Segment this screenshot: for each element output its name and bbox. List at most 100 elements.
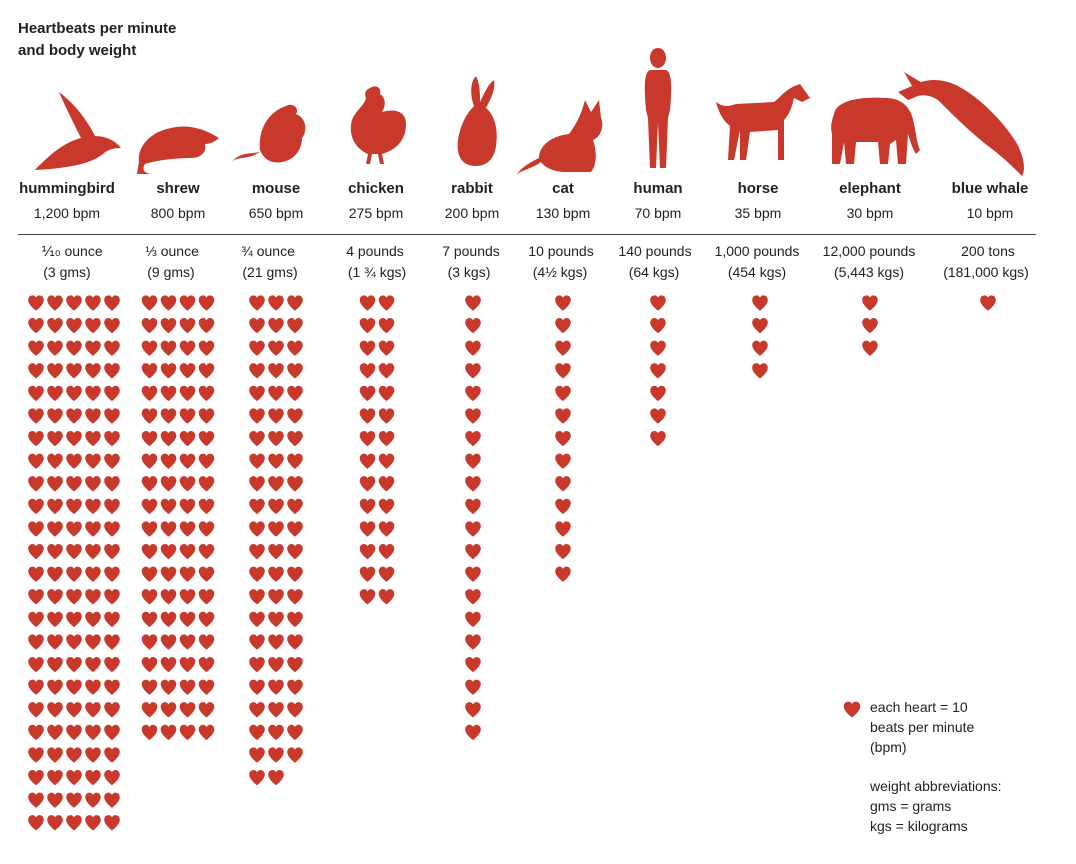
heart-mark-hummingbird [66, 430, 82, 447]
heart-mark-mouse [249, 340, 265, 356]
weight-label: ⅒ ounce [41, 243, 103, 259]
heart-mark-chicken [359, 498, 376, 515]
heart-mark-mouse [249, 769, 265, 786]
heart-mark-shrew [179, 295, 196, 311]
heart-mark-hummingbird [47, 815, 63, 831]
legend-abbr-gms: gms = grams [870, 798, 952, 814]
bpm-label: 800 bpm [150, 205, 206, 221]
heart-mark-shrew [198, 340, 215, 356]
heart-mark-shrew [179, 702, 196, 718]
heart-mark-hummingbird [66, 702, 82, 718]
weight-metric-label: (4½ kgs) [532, 264, 588, 280]
heart-mark-mouse [287, 340, 303, 356]
heart-mark-chicken [378, 453, 395, 469]
bpm-label: 1,200 bpm [33, 205, 101, 221]
heart-mark-hummingbird [85, 792, 101, 808]
heart-mark-hummingbird [85, 476, 101, 492]
heart-mark-cat [555, 363, 571, 379]
heart-mark-shrew [179, 476, 196, 492]
heart-mark-hummingbird [66, 679, 82, 695]
heart-mark-chicken [378, 589, 395, 605]
heart-mark-shrew [141, 656, 158, 673]
heart-mark-hummingbird [66, 385, 82, 402]
legend-heart-line-1: each heart = 10 [870, 699, 968, 715]
weight-metric-label: (454 kgs) [727, 264, 787, 280]
heart-mark-shrew [160, 566, 177, 582]
heart-mark-mouse [287, 317, 303, 334]
heart-mark-shrew [141, 295, 158, 311]
heart-mark-hummingbird [47, 634, 63, 650]
heart-mark-shrew [160, 656, 177, 673]
heart-mark-hummingbird [85, 317, 101, 334]
heart-mark-cat [555, 385, 571, 402]
heart-mark-shrew [160, 317, 177, 334]
heart-mark-mouse [268, 476, 284, 492]
heart-mark-chicken [378, 363, 395, 379]
heart-mark-hummingbird [85, 363, 101, 379]
weight-label: 10 pounds [528, 243, 594, 259]
heart-mark-chicken [359, 453, 376, 469]
heart-mark-rabbit [465, 656, 481, 673]
heart-mark-hummingbird [66, 340, 82, 356]
heart-mark-shrew [198, 408, 215, 424]
heart-mark-mouse [287, 702, 303, 718]
heart-mark-mouse [287, 521, 303, 537]
heart-mark-hummingbird [28, 543, 44, 560]
heart-mark-hummingbird [28, 724, 44, 741]
heart-mark-rabbit [465, 340, 481, 356]
legend-abbr-kgs: kgs = kilograms [870, 818, 968, 834]
heart-mark-hummingbird [104, 543, 120, 560]
heart-mark-shrew [141, 408, 158, 424]
bpm-label: 10 bpm [966, 205, 1014, 221]
heart-mark-hummingbird [66, 769, 82, 786]
heart-mark-shrew [160, 363, 177, 379]
heart-mark-hummingbird [47, 747, 63, 763]
legend-heart-icon [843, 701, 861, 718]
heart-mark-hummingbird [66, 792, 82, 808]
heart-mark-shrew [160, 430, 177, 447]
heart-mark-cat [555, 566, 571, 582]
heart-mark-mouse [268, 430, 284, 447]
heart-mark-hummingbird [104, 589, 120, 605]
heart-mark-hummingbird [104, 453, 120, 469]
heart-mark-hummingbird [66, 476, 82, 492]
heart-mark-hummingbird [47, 363, 63, 379]
bpm-label: 70 bpm [634, 205, 682, 221]
weight-label: 4 pounds [346, 243, 404, 259]
heart-mark-hummingbird [104, 317, 120, 334]
category-label: hummingbird [19, 180, 115, 197]
heart-mark-elephant [862, 295, 878, 311]
shrew-icon [137, 126, 219, 174]
heart-mark-chicken [359, 295, 376, 311]
heart-mark-hummingbird [28, 747, 44, 763]
heart-mark-shrew [160, 385, 177, 402]
heart-mark-hummingbird [85, 566, 101, 582]
heart-mark-rabbit [465, 385, 481, 402]
title-line-1: Heartbeats per minute [18, 20, 177, 37]
heart-mark-chicken [359, 566, 376, 582]
heart-mark-hummingbird [85, 385, 101, 402]
heart-mark-mouse [249, 543, 265, 560]
heart-mark-rabbit [465, 295, 481, 311]
heart-mark-hummingbird [28, 634, 44, 650]
heart-mark-mouse [249, 408, 265, 424]
heart-mark-rabbit [465, 611, 481, 628]
heart-mark-cat [555, 543, 571, 560]
heart-mark-shrew [198, 363, 215, 379]
heart-mark-hummingbird [28, 792, 44, 808]
heart-mark-hummingbird [85, 589, 101, 605]
heart-mark-shrew [179, 430, 196, 447]
heart-mark-hummingbird [104, 769, 120, 786]
heart-mark-hummingbird [47, 295, 63, 311]
heart-mark-cat [555, 521, 571, 537]
heart-mark-hummingbird [104, 295, 120, 311]
heart-mark-hummingbird [47, 317, 63, 334]
heart-mark-shrew [141, 724, 158, 741]
heart-mark-mouse [249, 702, 265, 718]
heart-mark-cat [555, 498, 571, 515]
heart-mark-human [650, 430, 666, 447]
heart-mark-hummingbird [66, 453, 82, 469]
heart-mark-mouse [268, 679, 284, 695]
heart-mark-mouse [268, 453, 284, 469]
heart-mark-hummingbird [104, 634, 120, 650]
